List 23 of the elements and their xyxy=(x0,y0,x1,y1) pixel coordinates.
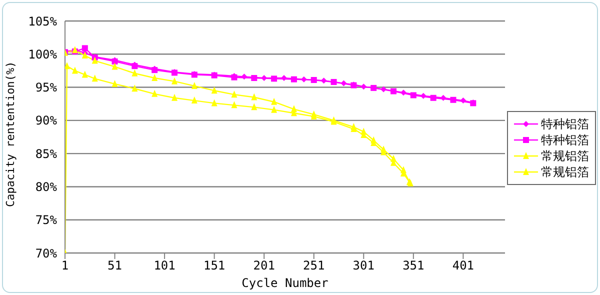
y-tick-label: 100% xyxy=(28,47,58,62)
y-axis-title: Capacity rentention(%) xyxy=(4,61,17,207)
y-tick-label: 75% xyxy=(35,213,58,228)
x-axis-title: Cycle Number xyxy=(242,276,328,290)
y-tick-label: 70% xyxy=(35,246,58,260)
x-tick-label: 1 xyxy=(61,258,69,273)
y-tick-label: 105% xyxy=(28,14,58,28)
y-tick-label: 95% xyxy=(35,80,58,95)
x-tick-label: 51 xyxy=(108,258,122,273)
x-tick-label: 401 xyxy=(452,258,474,273)
legend-label: 常规铝箔 xyxy=(541,148,589,164)
x-tick-label: 101 xyxy=(154,258,176,273)
y-tick-label: 90% xyxy=(35,114,58,128)
legend-label: 特种铝箔 xyxy=(541,116,589,132)
x-tick-label: 301 xyxy=(352,258,374,273)
legend-label: 常规铝箔 xyxy=(541,164,589,180)
x-tick-label: 201 xyxy=(253,258,275,273)
y-tick-label: 85% xyxy=(35,146,58,161)
legend-label: 特种铝箔 xyxy=(541,132,589,148)
x-tick-label: 351 xyxy=(402,258,424,273)
x-tick-label: 251 xyxy=(303,258,325,273)
x-tick-label: 151 xyxy=(203,258,226,273)
y-tick-label: 80% xyxy=(35,180,58,194)
